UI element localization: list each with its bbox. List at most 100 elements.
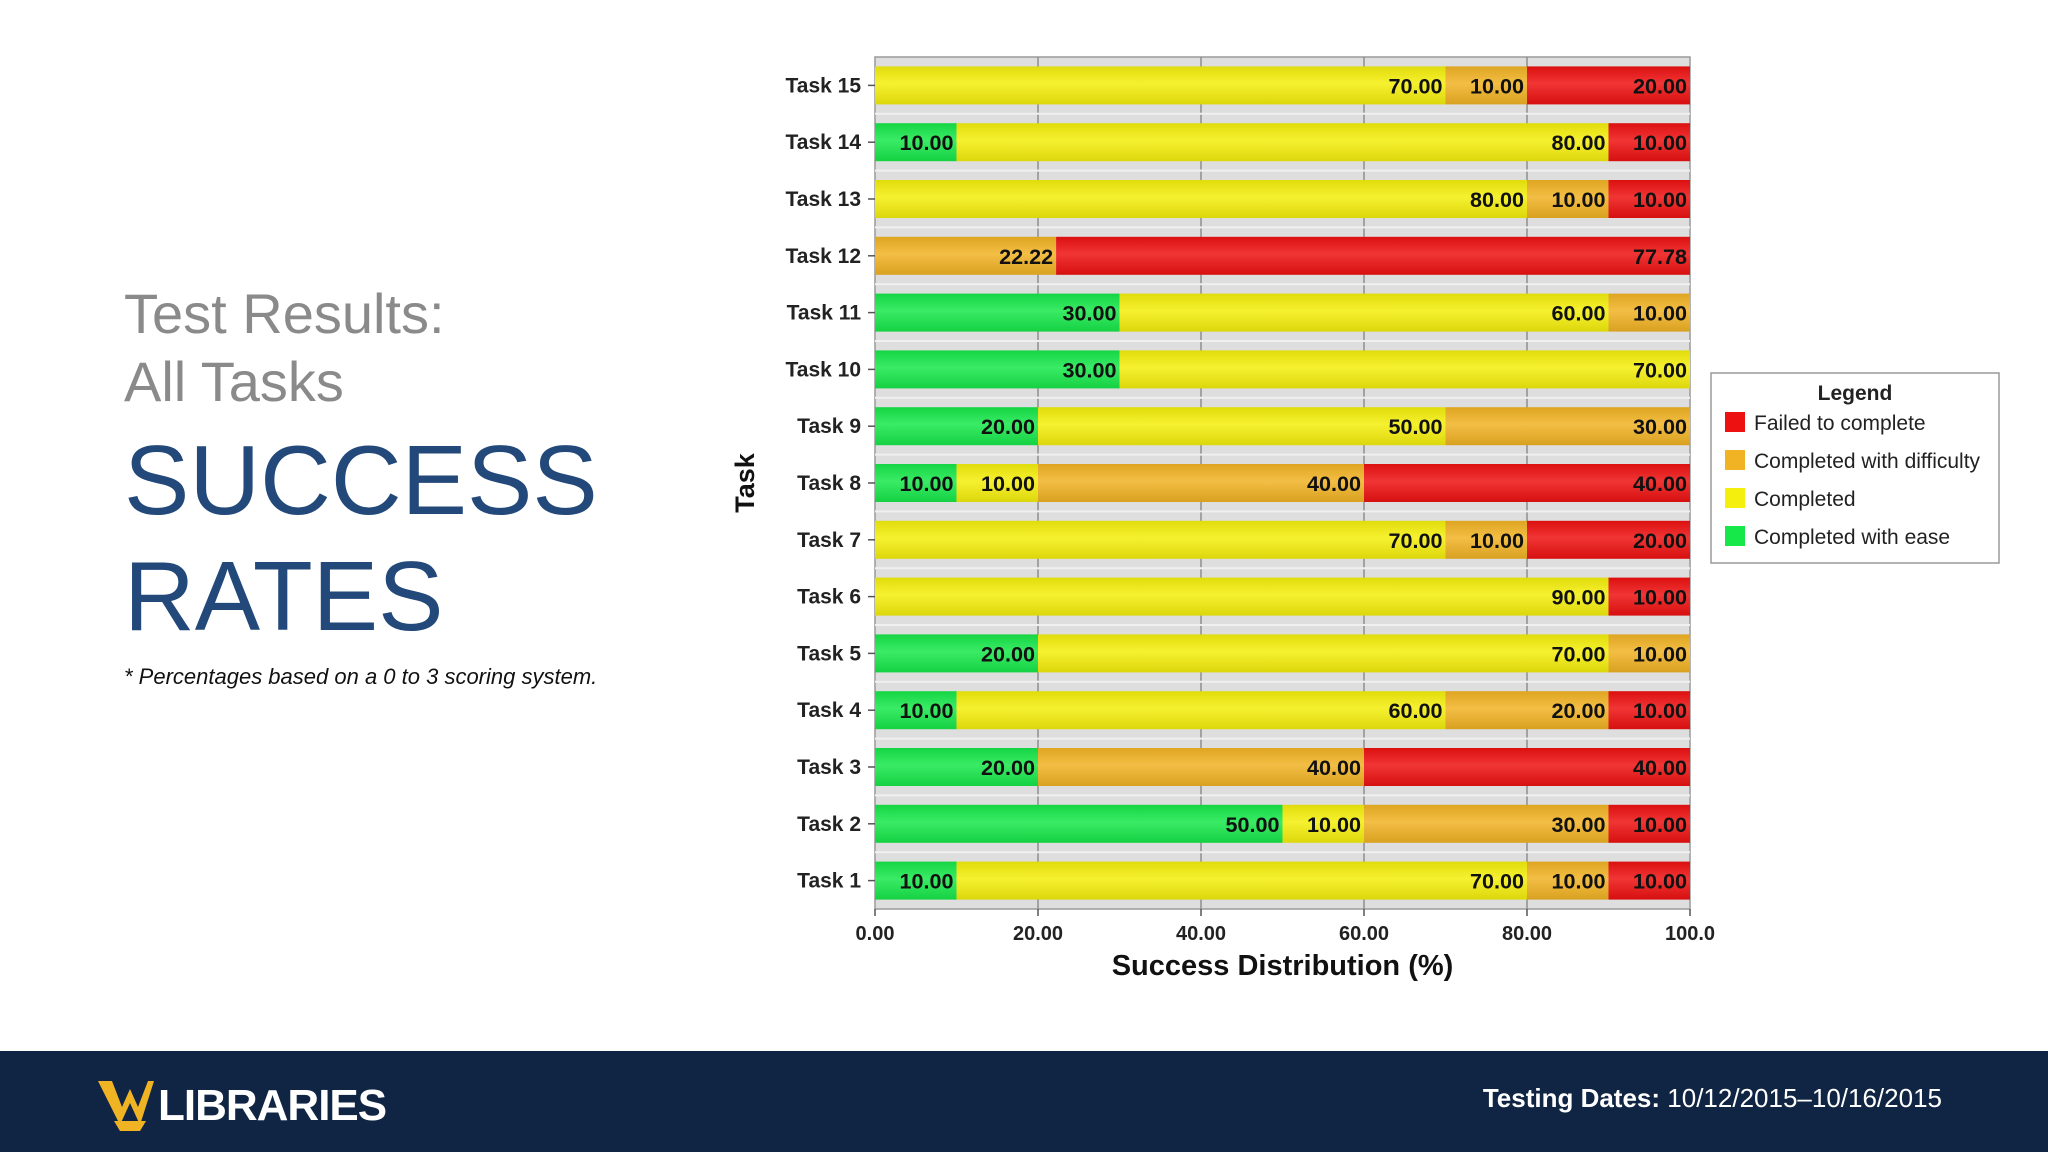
legend-swatch (1725, 526, 1745, 546)
bar-segment (875, 236, 1057, 275)
bar-segment (875, 293, 1120, 332)
bar-segment (956, 691, 1446, 730)
x-tick-label: 60.00 (1339, 923, 1389, 945)
bar-segment (1038, 634, 1609, 673)
data-label: 10.00 (1552, 189, 1606, 212)
legend: Legend Failed to complete Completed with d… (1710, 372, 2000, 564)
data-label: 10.00 (1633, 871, 1687, 894)
x-tick-label: 100.0 (1665, 923, 1715, 945)
data-label: 40.00 (1307, 757, 1361, 780)
data-label: 20.00 (981, 757, 1035, 780)
bar-segment (1608, 691, 1690, 730)
bar-segment (956, 861, 1527, 900)
data-label: 70.00 (1389, 530, 1443, 553)
data-label: 30.00 (1063, 359, 1117, 382)
data-label: 10.00 (981, 473, 1035, 496)
footnote: * Percentages based on a 0 to 3 scoring … (124, 664, 598, 689)
heading-test-results: Test Results: All Tasks (124, 280, 724, 416)
heading-line-3: SUCCESS (124, 425, 598, 535)
data-label: 70.00 (1552, 643, 1606, 666)
bar-segment (956, 464, 1038, 502)
testing-dates: Testing Dates: 10/12/2015–10/16/2015 (1483, 1083, 1942, 1114)
data-label: 20.00 (1552, 700, 1606, 723)
bar-segment (1282, 804, 1364, 843)
data-label: 90.00 (1552, 587, 1606, 610)
legend-box (1710, 372, 2000, 564)
bar-segment (1527, 861, 1609, 900)
bar-segment (1445, 520, 1527, 559)
y-tick-label: Task 13 (786, 188, 862, 211)
bar-segment (875, 180, 1527, 218)
bar-segment (875, 123, 957, 162)
y-tick-label: Task 15 (786, 74, 862, 97)
bar-row: 10.00 10.00 40.00 40.00 (875, 464, 1690, 502)
bar-row: 50.00 10.00 30.00 10.00 (875, 804, 1690, 843)
bar-row: 22.22 77.78 (875, 236, 1690, 275)
y-tick-label: Task 2 (797, 813, 861, 836)
data-label: 10.00 (1633, 132, 1687, 155)
testing-dates-label: Testing Dates: (1482, 1083, 1661, 1113)
bar-row: 30.00 60.00 10.00 (875, 293, 1690, 332)
data-label: 30.00 (1063, 303, 1117, 326)
x-tick-label: 20.00 (1013, 923, 1063, 945)
heading-line-1: Test Results: (124, 282, 445, 345)
heading-line-2: All Tasks (124, 350, 344, 413)
bar-segment (1364, 804, 1609, 843)
data-label: 10.00 (1552, 871, 1606, 894)
data-label: 70.00 (1389, 75, 1443, 98)
data-label: 80.00 (1552, 132, 1606, 155)
testing-dates-value: 10/12/2015–10/16/2015 (1667, 1083, 1942, 1113)
data-label: 70.00 (1470, 871, 1524, 894)
data-label: 70.00 (1633, 359, 1687, 382)
legend-label: Completed with ease (1754, 526, 1950, 549)
bar-segment (1608, 123, 1690, 162)
bar-segment (875, 691, 957, 730)
data-label: 10.00 (1633, 700, 1687, 723)
data-label: 20.00 (1633, 530, 1687, 553)
bar-segment (956, 123, 1609, 162)
data-label: 22.22 (999, 246, 1053, 269)
x-tick-label: 0.00 (856, 923, 895, 945)
bar-row: 20.00 40.00 40.00 (875, 748, 1690, 786)
data-label: 80.00 (1470, 189, 1524, 212)
data-label: 30.00 (1633, 416, 1687, 439)
x-axis-label: Success Distribution (%) (1112, 950, 1454, 982)
bar-segment (1364, 464, 1690, 502)
bar-segment (1527, 180, 1609, 218)
y-tick-label: Task 12 (786, 245, 862, 268)
footer-bar: LIBRARIES Testing Dates: 10/12/2015–10/1… (0, 1051, 2048, 1152)
bar-row: 20.00 70.00 10.00 (875, 634, 1690, 673)
bar-row: 70.00 10.00 20.00 (875, 66, 1690, 105)
bar-segment (1608, 861, 1690, 900)
data-label: 20.00 (981, 416, 1035, 439)
title-block: Test Results: All Tasks SUCCESS RATES * … (124, 280, 724, 690)
bar-segment (1445, 66, 1527, 105)
y-tick-label: Task 7 (797, 529, 861, 552)
y-tick-label: Task 14 (786, 131, 862, 154)
bar-segment (875, 350, 1120, 389)
legend-title: Legend (1818, 382, 1893, 405)
data-label: 10.00 (1633, 587, 1687, 610)
bar-segment (875, 634, 1038, 673)
y-tick-label: Task 4 (797, 699, 861, 722)
y-tick-label: Task 9 (797, 415, 861, 438)
y-tick-label: Task 1 (797, 870, 861, 893)
y-tick-label: Task 8 (797, 472, 861, 495)
data-label: 50.00 (1226, 814, 1280, 837)
bar-segment (1608, 634, 1690, 673)
bar-segment (1608, 293, 1690, 332)
legend-label: Failed to complete (1754, 412, 1926, 435)
data-label: 10.00 (900, 700, 954, 723)
legend-swatch (1725, 488, 1745, 508)
y-axis-label: Task (730, 452, 760, 513)
bar-segment (1038, 407, 1446, 446)
bar-row: 20.00 50.00 30.00 (875, 407, 1690, 446)
bar-row: 10.00 70.00 10.00 10.00 (875, 861, 1690, 900)
data-label: 40.00 (1633, 473, 1687, 496)
legend-label: Completed (1754, 488, 1856, 511)
data-label: 77.78 (1633, 246, 1687, 269)
bar-row: 10.00 80.00 10.00 (875, 123, 1690, 162)
bar-segment (875, 577, 1609, 616)
heading-success-rates: SUCCESS RATES (124, 422, 724, 654)
bar-segment (875, 748, 1038, 786)
